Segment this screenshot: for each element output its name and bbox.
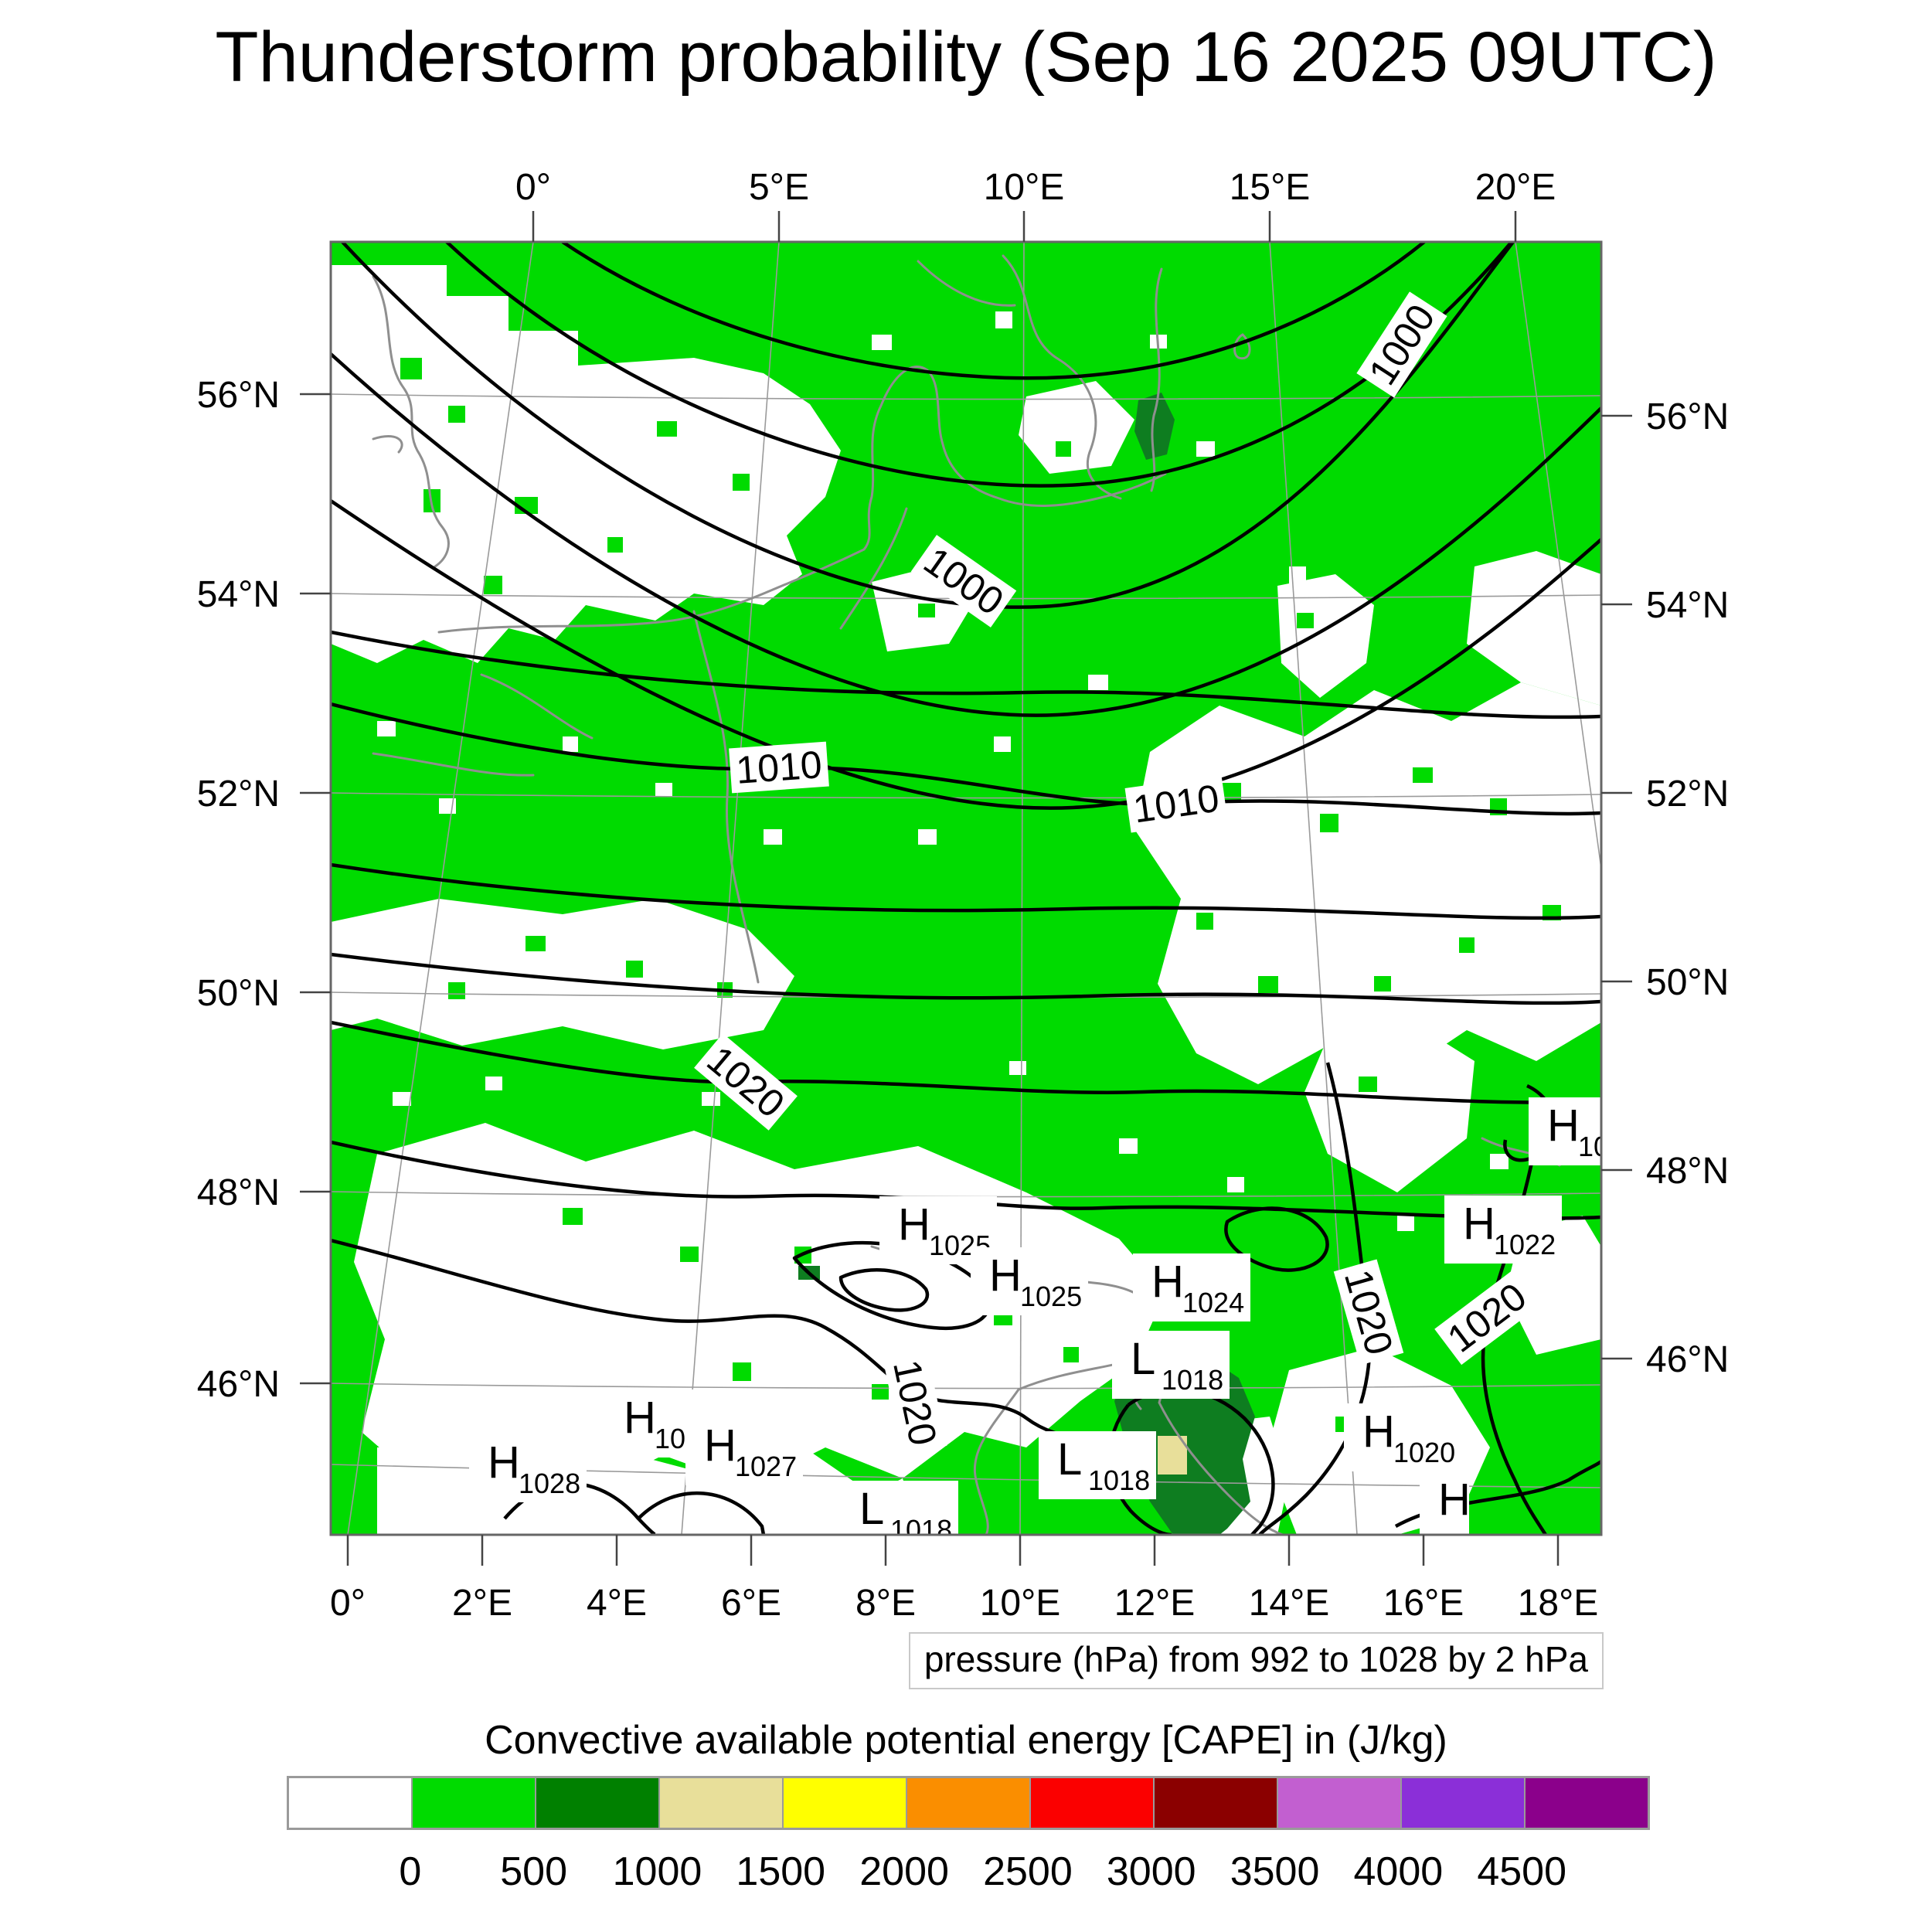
- pressure-marker-l: L 1018: [1039, 1431, 1156, 1499]
- svg-text:H: H: [898, 1199, 930, 1250]
- axis-label-left: 50°N: [197, 973, 280, 1014]
- colorbar-tick: 500: [500, 1849, 568, 1894]
- colorbar-tick: 3500: [1230, 1849, 1320, 1894]
- colorbar-cell: [1277, 1778, 1400, 1828]
- axis-label-bottom: 12°E: [1114, 1583, 1196, 1624]
- svg-text:1010: 1010: [735, 743, 824, 792]
- svg-text:1027: 1027: [735, 1451, 797, 1482]
- svg-text:1024: 1024: [1182, 1287, 1244, 1318]
- colorbar-title: Convective available potential energy [C…: [485, 1718, 1447, 1763]
- pressure-marker-h: H: [1420, 1471, 1471, 1535]
- axis-label-bottom: 2°E: [452, 1583, 512, 1624]
- colorbar-cell: [1400, 1778, 1524, 1828]
- svg-text:1018: 1018: [890, 1514, 952, 1546]
- axis-label-bottom: 18°E: [1518, 1583, 1599, 1624]
- svg-text:H: H: [1463, 1199, 1495, 1249]
- svg-text:H: H: [624, 1393, 656, 1443]
- axis-label-left: 52°N: [197, 774, 280, 815]
- colorbar-cell: [1153, 1778, 1277, 1828]
- axis-label-right: 52°N: [1646, 774, 1729, 815]
- colorbar-cell: [658, 1778, 782, 1828]
- axis-label-bottom: 0°: [330, 1583, 366, 1624]
- svg-text:L: L: [1057, 1434, 1082, 1485]
- colorbar-cell: [1524, 1778, 1648, 1828]
- axis-label-bottom: 6°E: [721, 1583, 781, 1624]
- axis-ticks: [300, 211, 1632, 1566]
- colorbar-cell: [535, 1778, 658, 1828]
- svg-text:L: L: [859, 1484, 884, 1534]
- axis-label-left: 54°N: [197, 574, 280, 615]
- axis-label-bottom: 16°E: [1383, 1583, 1464, 1624]
- colorbar-tick: 4000: [1353, 1849, 1444, 1894]
- axis-label-top: 20°E: [1475, 167, 1556, 208]
- svg-text:H: H: [1362, 1406, 1395, 1457]
- axis-label-bottom: 4°E: [587, 1583, 647, 1624]
- contour-label: 1020: [883, 1350, 947, 1455]
- svg-text:1022: 1022: [1494, 1229, 1556, 1260]
- axis-label-top: 0°: [515, 167, 551, 208]
- svg-text:L: L: [1131, 1334, 1155, 1384]
- contour-label: 1010: [1124, 774, 1228, 833]
- colorbar-cell: [1029, 1778, 1153, 1828]
- svg-text:H: H: [1438, 1475, 1471, 1525]
- svg-text:H: H: [1151, 1257, 1184, 1307]
- colorbar-cell: [782, 1778, 906, 1828]
- cape-colorbar: [287, 1776, 1650, 1830]
- svg-text:H: H: [704, 1420, 736, 1471]
- colorbar-tick: 2000: [859, 1849, 949, 1894]
- pressure-range-caption: pressure (hPa) from 992 to 1028 by 2 hPa: [908, 1632, 1604, 1689]
- colorbar-tick: 1000: [612, 1849, 702, 1894]
- graticule-lines: [331, 242, 1601, 1535]
- axis-label-top: 10°E: [984, 167, 1065, 208]
- contour-label: 1010: [729, 741, 829, 794]
- colorbar-tick: 2500: [983, 1849, 1073, 1894]
- axis-label-left: 46°N: [197, 1364, 280, 1405]
- map-frame: [329, 240, 1603, 1536]
- page-title: Thunderstorm probability (Sep 16 2025 09…: [215, 18, 1717, 97]
- svg-text:H: H: [488, 1437, 520, 1488]
- axis-label-bottom: 8°E: [855, 1583, 916, 1624]
- axis-label-right: 46°N: [1646, 1339, 1729, 1380]
- axis-label-left: 56°N: [197, 375, 280, 416]
- colorbar-tick: 4500: [1477, 1849, 1567, 1894]
- colorbar-cell: [906, 1778, 1029, 1828]
- axis-label-right: 54°N: [1646, 585, 1729, 626]
- pressure-marker-layer: H1025H1025H1024L1018L1018H1027H1027H1028…: [469, 1097, 1640, 1546]
- axis-label-top: 5°E: [749, 167, 809, 208]
- svg-text:1020: 1020: [1393, 1437, 1455, 1468]
- axis-label-bottom: 14°E: [1249, 1583, 1330, 1624]
- svg-text:1028: 1028: [519, 1468, 580, 1499]
- colorbar-cell: [411, 1778, 535, 1828]
- colorbar-cell: [289, 1778, 411, 1828]
- axis-label-top: 15°E: [1230, 167, 1311, 208]
- colorbar-tick: 1500: [736, 1849, 826, 1894]
- svg-text:1018: 1018: [1162, 1364, 1223, 1396]
- colorbar-tick: 3000: [1106, 1849, 1196, 1894]
- pressure-marker-l: L 1018: [1112, 1331, 1230, 1399]
- svg-text:1025: 1025: [1020, 1281, 1082, 1312]
- axis-label-bottom: 10°E: [980, 1583, 1061, 1624]
- colorbar-tick: 0: [399, 1849, 422, 1894]
- svg-text:H: H: [1547, 1100, 1580, 1151]
- pressure-marker-l: L 1018: [841, 1481, 958, 1546]
- svg-text:H: H: [989, 1250, 1022, 1301]
- axis-label-right: 48°N: [1646, 1151, 1729, 1192]
- axis-label-left: 48°N: [197, 1172, 280, 1213]
- axis-labels: 0° 5°E 10°E 15°E 20°E 0° 2°E 4°E 6°E 8°E 10°E 12°E 1…: [197, 167, 1730, 1624]
- axis-label-right: 50°N: [1646, 962, 1729, 1003]
- svg-text:1018: 1018: [1088, 1464, 1150, 1496]
- svg-text:1021: 1021: [1578, 1131, 1640, 1162]
- axis-label-right: 56°N: [1646, 396, 1729, 437]
